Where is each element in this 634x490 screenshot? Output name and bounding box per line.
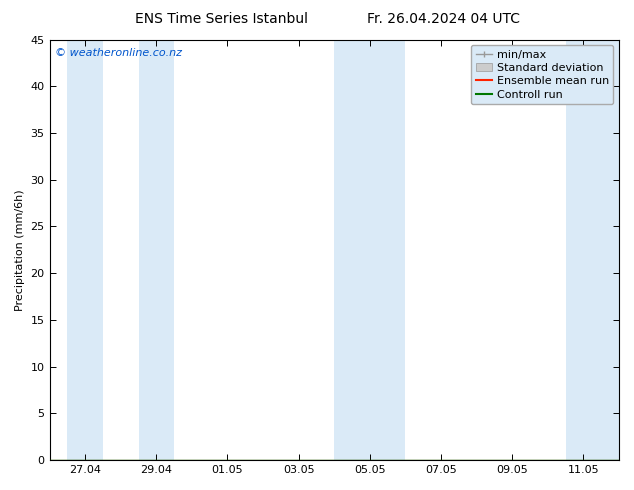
Bar	[566, 40, 619, 460]
Legend: min/max, Standard deviation, Ensemble mean run, Controll run: min/max, Standard deviation, Ensemble me…	[471, 45, 614, 104]
Bar	[67, 40, 103, 460]
Text: © weatheronline.co.nz: © weatheronline.co.nz	[55, 48, 182, 58]
Bar	[370, 40, 406, 460]
Text: ENS Time Series Istanbul: ENS Time Series Istanbul	[136, 12, 308, 26]
Bar	[334, 40, 370, 460]
Bar	[138, 40, 174, 460]
Y-axis label: Precipitation (mm/6h): Precipitation (mm/6h)	[15, 189, 25, 311]
Text: Fr. 26.04.2024 04 UTC: Fr. 26.04.2024 04 UTC	[367, 12, 521, 26]
